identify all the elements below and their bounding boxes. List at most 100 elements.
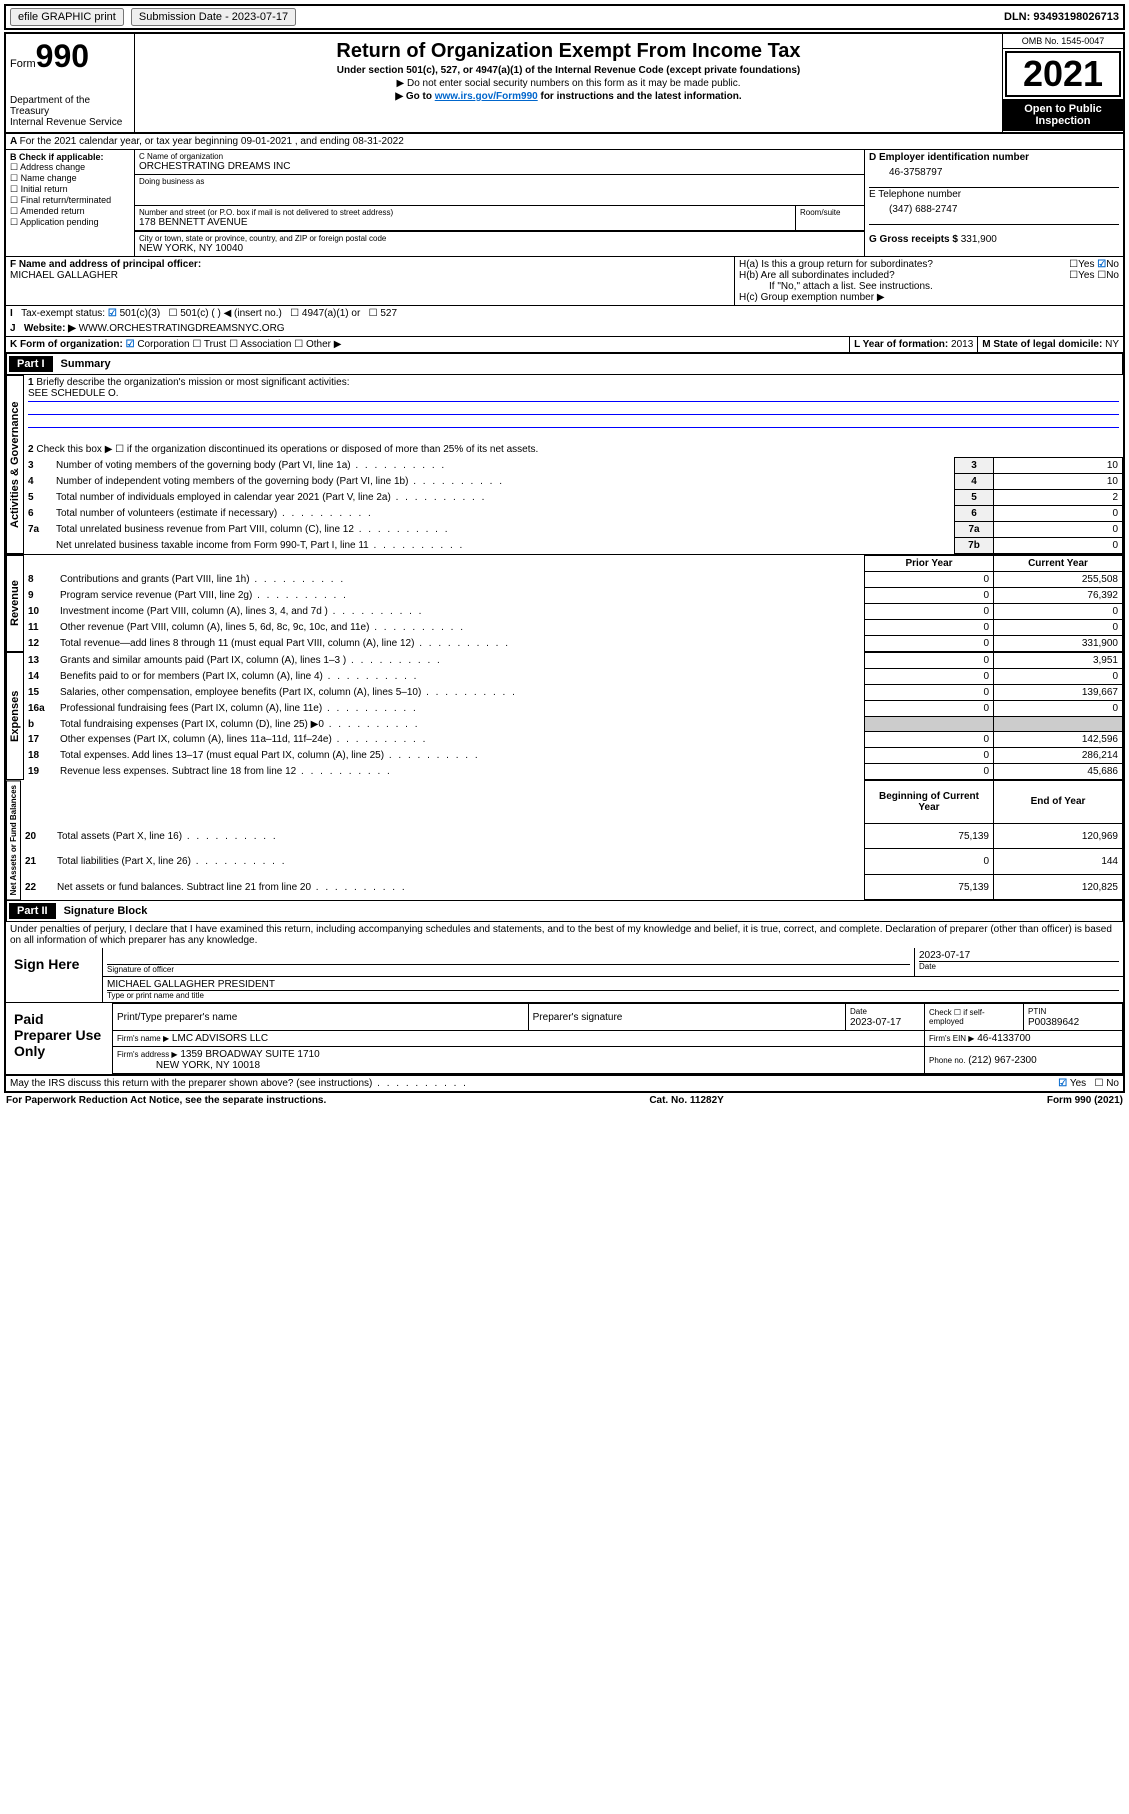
tax-year: 2021 (1005, 51, 1121, 97)
ph2: Preparer's signature (528, 1004, 845, 1031)
paid-lbl: Paid Preparer Use Only (6, 1003, 112, 1074)
chk-final[interactable]: ☐ Final return/terminated (10, 195, 130, 206)
opt1: Name change (21, 173, 77, 183)
chk-address[interactable]: ☐ Address change (10, 162, 130, 173)
io4: 527 (380, 308, 397, 319)
fein: 46-4133700 (977, 1033, 1030, 1044)
line-a: A For the 2021 calendar year, or tax yea… (6, 134, 1123, 150)
opt0: Address change (20, 162, 85, 172)
hc: H(c) Group exemption number ▶ (739, 292, 1119, 303)
sig-lbl: Signature of officer (107, 964, 910, 974)
net-table: Beginning of Current YearEnd of Year20To… (21, 780, 1123, 900)
form-number: 990 (36, 38, 89, 74)
rev-table: Prior YearCurrent Year8Contributions and… (24, 555, 1123, 652)
officer: MICHAEL GALLAGHER (10, 270, 118, 281)
section-h: H(a) Is this a group return for subordin… (735, 257, 1123, 305)
ph5: PTIN (1028, 1007, 1046, 1016)
line-a-text: For the 2021 calendar year, or tax year … (20, 136, 404, 147)
exp-label: Expenses (6, 652, 24, 780)
io2: 501(c) ( ) ◀ (insert no.) (180, 308, 282, 319)
chk-amended[interactable]: ☐ Amended return (10, 206, 130, 217)
submission-date-button[interactable]: Submission Date - 2023-07-17 (131, 8, 296, 26)
io1: 501(c)(3) (120, 308, 161, 319)
sub3-pre: ▶ Go to (395, 91, 434, 102)
subtitle1: Under section 501(c), 527, or 4947(a)(1)… (337, 65, 800, 76)
han: No (1106, 259, 1119, 270)
ph1: Print/Type preparer's name (113, 1004, 529, 1031)
p2-hdr: Part II (9, 903, 56, 919)
top-header: efile GRAPHIC print Submission Date - 20… (4, 4, 1125, 30)
chk-pending[interactable]: ☐ Application pending (10, 217, 130, 228)
chk-name[interactable]: ☐ Name change (10, 173, 130, 184)
ko4: Other ▶ (306, 339, 341, 350)
room-lbl: Room/suite (795, 206, 864, 230)
section-c: C Name of organization ORCHESTRATING DRE… (135, 150, 865, 256)
part1-header: Part I Summary (6, 353, 1123, 375)
foot-m: Cat. No. 11282Y (649, 1095, 723, 1106)
page-footer: For Paperwork Reduction Act Notice, see … (4, 1093, 1125, 1108)
foot-r: Form 990 (2021) (1047, 1095, 1123, 1106)
foot-l: For Paperwork Reduction Act Notice, see … (6, 1095, 326, 1106)
net-label: Net Assets or Fund Balances (6, 780, 21, 900)
form-id-box: Form990 Department of the Treasury Inter… (6, 34, 135, 132)
hay: Yes (1078, 259, 1094, 270)
opt3: Final return/terminated (21, 195, 112, 205)
section-k: K Form of organization: ☑ Corporation ☐ … (6, 337, 849, 352)
year-box: OMB No. 1545-0047 2021 Open to Public In… (1002, 34, 1123, 132)
form-title: Return of Organization Exempt From Incom… (139, 40, 998, 63)
section-f: F Name and address of principal officer:… (6, 257, 735, 305)
section-l: L Year of formation: 2013 (849, 337, 977, 352)
pphone: (212) 967-2300 (968, 1055, 1036, 1066)
pcity: NEW YORK, NY 10018 (156, 1060, 260, 1071)
ein-lbl: Firm's EIN ▶ (929, 1034, 974, 1043)
dln: DLN: 93493198026713 (1004, 11, 1119, 23)
b-header: B Check if applicable: (10, 152, 104, 162)
gov-l2: Check this box ▶ ☐ if the organization d… (36, 444, 538, 455)
rev-label: Revenue (6, 555, 24, 652)
chk-initial[interactable]: ☐ Initial return (10, 184, 130, 195)
e-lbl: E Telephone number (869, 189, 1119, 200)
omb: OMB No. 1545-0047 (1003, 34, 1123, 49)
l-val: 2013 (951, 339, 973, 350)
street-lbl: Number and street (or P.O. box if mail i… (139, 208, 791, 217)
m-val: NY (1105, 339, 1119, 350)
gross: 331,900 (961, 234, 997, 245)
h-note: If "No," attach a list. See instructions… (739, 281, 1119, 292)
subtitle2: ▶ Do not enter social security numbers o… (139, 78, 998, 89)
ko2: Trust (204, 339, 226, 350)
form-container: Form990 Department of the Treasury Inter… (4, 32, 1125, 1093)
discuss-row: May the IRS discuss this return with the… (6, 1075, 1123, 1091)
phone-lbl: Phone no. (929, 1056, 965, 1065)
section-b: B Check if applicable: ☐ Address change … (6, 150, 135, 256)
exp-table: 13Grants and similar amounts paid (Part … (24, 652, 1123, 780)
l-lbl: L Year of formation: (854, 339, 948, 350)
org-name: ORCHESTRATING DREAMS INC (139, 161, 860, 172)
city-lbl: City or town, state or province, country… (139, 234, 860, 243)
gov-l1: Briefly describe the organization's miss… (36, 377, 349, 388)
slbl: Number and street (or P.O. box if mail i… (139, 208, 393, 217)
io3: 4947(a)(1) or (302, 308, 360, 319)
ein: 46-3758797 (869, 163, 1119, 186)
irs-link[interactable]: www.irs.gov/Form990 (435, 91, 538, 102)
p1-hdr: Part I (9, 356, 53, 372)
addr-lbl: Firm's address ▶ (117, 1050, 178, 1059)
dept: Department of the Treasury (10, 95, 130, 117)
i-lbl: Tax-exempt status: (21, 308, 105, 319)
irs: Internal Revenue Service (10, 117, 130, 128)
hbn: No (1106, 270, 1119, 281)
j-lbl: Website: ▶ (24, 323, 76, 334)
sub3-post: for instructions and the latest informat… (538, 91, 742, 102)
efile-button[interactable]: efile GRAPHIC print (10, 8, 124, 26)
discuss: May the IRS discuss this return with the… (10, 1078, 468, 1089)
paid-table: Print/Type preparer's namePreparer's sig… (112, 1003, 1123, 1074)
inspection: Open to Public Inspection (1003, 99, 1123, 131)
sig-date: 2023-07-17 (919, 950, 1119, 961)
f-lbl: F Name and address of principal officer: (10, 259, 201, 270)
p2-title: Signature Block (64, 905, 148, 917)
p1-title: Summary (61, 358, 111, 370)
ph3: Date (850, 1007, 867, 1016)
city: NEW YORK, NY 10040 (139, 243, 860, 254)
part2-header: Part II Signature Block (6, 900, 1123, 922)
sign-here: Sign Here (6, 948, 102, 1002)
ko3: Association (240, 339, 291, 350)
